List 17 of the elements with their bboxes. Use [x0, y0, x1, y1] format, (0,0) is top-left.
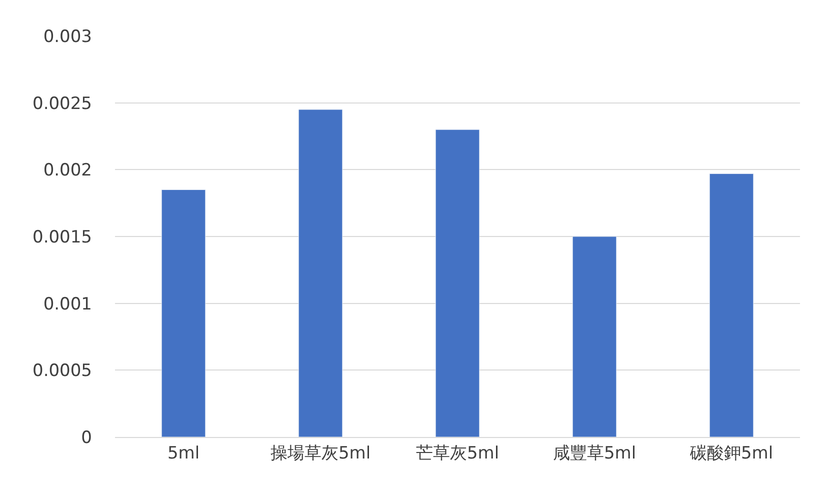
y-tick-label: 0.0005 — [32, 361, 92, 382]
y-tick-label: 0.0025 — [32, 94, 92, 114]
y-tick-label: 0.001 — [43, 294, 92, 314]
bar — [709, 173, 754, 437]
x-tick-label: 操場草灰5ml — [270, 443, 371, 464]
bar — [572, 236, 617, 437]
y-tick-label: 0 — [81, 428, 92, 448]
y-tick-label: 0.002 — [43, 160, 92, 181]
bar — [435, 129, 480, 437]
bar — [161, 189, 206, 437]
x-tick-label: 碳酸鉀5ml — [688, 443, 774, 464]
x-tick-label: 咸豐草5ml — [552, 443, 636, 464]
y-tick-label: 0.0015 — [32, 227, 92, 248]
x-tick-label: 芒草灰5ml — [416, 443, 500, 464]
y-tick-label: 0.003 — [43, 26, 92, 47]
bar — [298, 109, 343, 437]
x-tick-label: 5ml — [167, 443, 200, 464]
